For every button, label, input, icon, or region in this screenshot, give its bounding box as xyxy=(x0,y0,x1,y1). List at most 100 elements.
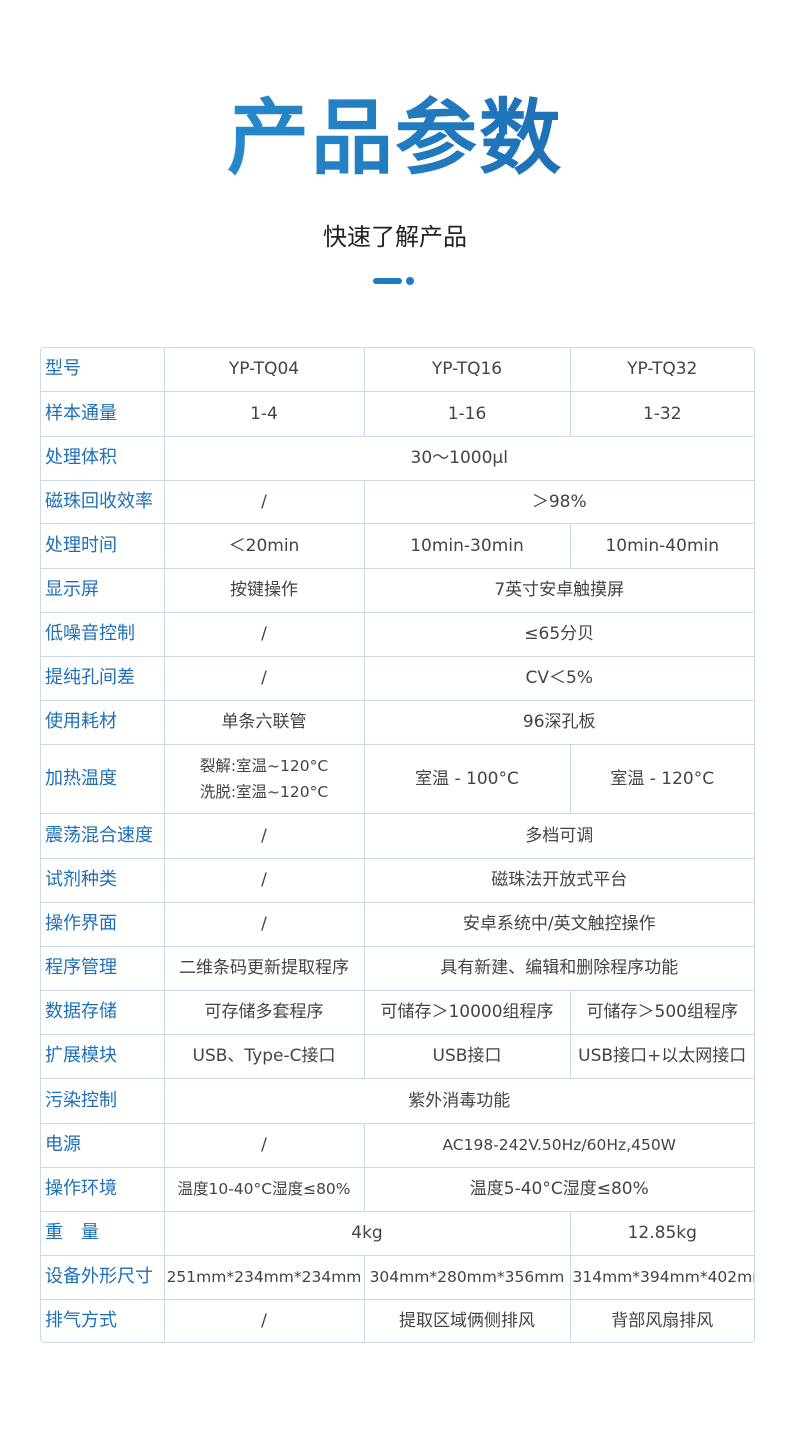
table-row: 排气方式 / 提取区域俩侧排风 背部风扇排风 xyxy=(41,1298,754,1342)
table-cell: 提取区域俩侧排风 xyxy=(363,1298,571,1342)
table-cell: / xyxy=(163,901,365,947)
table-cell: YP-TQ04 xyxy=(163,348,365,392)
table-cell: / xyxy=(163,611,365,657)
table-cell: 30～1000μl xyxy=(163,435,754,481)
spec-table: 型号 YP-TQ04 YP-TQ16 YP-TQ32 样本通量 1-4 1-16 1-32 处理… xyxy=(40,347,755,1343)
table-cell: 1-32 xyxy=(569,390,754,437)
table-cell: / xyxy=(163,479,365,524)
table-row: 磁珠回收效率 / ＞98% xyxy=(41,479,754,524)
table-row: 处理时间 ＜20min 10min-30min 10min-40min xyxy=(41,522,754,569)
row-label: 提纯孔间差 xyxy=(41,655,165,701)
row-label: 数据存储 xyxy=(41,989,165,1035)
row-label: 处理时间 xyxy=(41,522,165,569)
table-cell: YP-TQ16 xyxy=(363,348,571,392)
table-cell: 背部风扇排风 xyxy=(569,1298,754,1342)
table-row: 提纯孔间差 / CV＜5% xyxy=(41,655,754,701)
table-row: 样本通量 1-4 1-16 1-32 xyxy=(41,390,754,437)
table-cell: 10min-30min xyxy=(363,522,571,569)
row-label: 污染控制 xyxy=(41,1077,165,1124)
row-label: 操作环境 xyxy=(41,1166,165,1212)
row-label: 设备外形尺寸 xyxy=(41,1254,165,1300)
row-label: 操作界面 xyxy=(41,901,165,947)
table-cell: 按键操作 xyxy=(163,567,365,613)
table-cell: 多档可调 xyxy=(363,812,754,859)
table-cell: 具有新建、编辑和删除程序功能 xyxy=(363,945,754,991)
table-cell: 二维条码更新提取程序 xyxy=(163,945,365,991)
table-row: 低噪音控制 / ≤65分贝 xyxy=(41,611,754,657)
table-cell: 磁珠法开放式平台 xyxy=(363,857,754,903)
table-row: 处理体积 30～1000μl xyxy=(41,435,754,481)
table-cell: 304mm*280mm*356mm xyxy=(363,1254,571,1300)
table-cell: / xyxy=(163,857,365,903)
table-cell: 96深孔板 xyxy=(363,699,754,745)
table-cell: / xyxy=(163,1298,365,1342)
table-cell: 4kg xyxy=(163,1210,571,1256)
table-row: 设备外形尺寸 251mm*234mm*234mm 304mm*280mm*356mm… xyxy=(41,1254,754,1300)
table-cell: 室温 - 120°C xyxy=(569,743,754,814)
page-subtitle: 快速了解产品 xyxy=(323,223,467,251)
table-cell: ≤65分贝 xyxy=(363,611,754,657)
table-row: 重 量 4kg 12.85kg xyxy=(41,1210,754,1256)
table-cell: / xyxy=(163,655,365,701)
table-cell: 251mm*234mm*234mm xyxy=(163,1254,365,1300)
row-label: 处理体积 xyxy=(41,435,165,481)
table-cell: 裂解:室温~120°C 洗脱:室温~120°C xyxy=(163,743,365,814)
table-cell: 温度10-40°C湿度≤80% xyxy=(163,1166,365,1212)
table-cell: 314mm*394mm*402mm xyxy=(569,1254,754,1300)
page-title: 产品参数 xyxy=(0,88,790,188)
row-label: 样本通量 xyxy=(41,390,165,437)
table-cell: 可存储多套程序 xyxy=(163,989,365,1035)
row-label: 型号 xyxy=(41,348,165,392)
table-row: 数据存储 可存储多套程序 可储存＞10000组程序 可储存＞500组程序 xyxy=(41,989,754,1035)
row-label: 低噪音控制 xyxy=(41,611,165,657)
table-cell: 可储存＞10000组程序 xyxy=(363,989,571,1035)
table-row: 显示屏 按键操作 7英寸安卓触摸屏 xyxy=(41,567,754,613)
row-label: 磁珠回收效率 xyxy=(41,479,165,524)
table-row: 试剂种类 / 磁珠法开放式平台 xyxy=(41,857,754,903)
table-cell: USB接口+以太网接口 xyxy=(569,1033,754,1079)
table-cell: 安卓系统中/英文触控操作 xyxy=(363,901,754,947)
table-cell: 1-16 xyxy=(363,390,571,437)
spec-table-body: 型号 YP-TQ04 YP-TQ16 YP-TQ32 样本通量 1-4 1-16 1-32 处理… xyxy=(41,348,754,1342)
row-label: 排气方式 xyxy=(41,1298,165,1342)
table-row: 扩展模块 USB、Type-C接口 USB接口 USB接口+以太网接口 xyxy=(41,1033,754,1079)
table-row: 加热温度 裂解:室温~120°C 洗脱:室温~120°C 室温 - 100°C 室温 … xyxy=(41,743,754,814)
row-label: 试剂种类 xyxy=(41,857,165,903)
table-cell: USB、Type-C接口 xyxy=(163,1033,365,1079)
row-label: 显示屏 xyxy=(41,567,165,613)
table-cell: AC198-242V.50Hz/60Hz,450W xyxy=(363,1122,754,1168)
row-label: 重 量 xyxy=(41,1210,165,1256)
table-cell: / xyxy=(163,812,365,859)
table-row: 使用耗材 单条六联管 96深孔板 xyxy=(41,699,754,745)
table-cell: CV＜5% xyxy=(363,655,754,701)
table-cell: ＜20min xyxy=(163,522,365,569)
table-row: 型号 YP-TQ04 YP-TQ16 YP-TQ32 xyxy=(41,348,754,392)
table-row: 电源 / AC198-242V.50Hz/60Hz,450W xyxy=(41,1122,754,1168)
table-row: 震荡混合速度 / 多档可调 xyxy=(41,812,754,859)
table-cell: YP-TQ32 xyxy=(569,348,754,392)
table-cell: 10min-40min xyxy=(569,522,754,569)
table-cell: 7英寸安卓触摸屏 xyxy=(363,567,754,613)
table-row: 操作界面 / 安卓系统中/英文触控操作 xyxy=(41,901,754,947)
table-cell: 室温 - 100°C xyxy=(363,743,571,814)
decorative-dot xyxy=(406,277,414,285)
table-row: 污染控制 紫外消毒功能 xyxy=(41,1077,754,1124)
row-label: 扩展模块 xyxy=(41,1033,165,1079)
decorative-dash xyxy=(373,278,402,284)
table-row: 程序管理 二维条码更新提取程序 具有新建、编辑和删除程序功能 xyxy=(41,945,754,991)
row-label: 加热温度 xyxy=(41,743,165,814)
row-label: 程序管理 xyxy=(41,945,165,991)
table-cell: 紫外消毒功能 xyxy=(163,1077,754,1124)
table-cell: ＞98% xyxy=(363,479,754,524)
table-cell: USB接口 xyxy=(363,1033,571,1079)
table-cell: 1-4 xyxy=(163,390,365,437)
table-cell: 温度5-40°C湿度≤80% xyxy=(363,1166,754,1212)
table-cell: 12.85kg xyxy=(569,1210,754,1256)
table-cell: 可储存＞500组程序 xyxy=(569,989,754,1035)
row-label: 电源 xyxy=(41,1122,165,1168)
row-label: 震荡混合速度 xyxy=(41,812,165,859)
table-row: 操作环境 温度10-40°C湿度≤80% 温度5-40°C湿度≤80% xyxy=(41,1166,754,1212)
table-cell: / xyxy=(163,1122,365,1168)
table-cell: 单条六联管 xyxy=(163,699,365,745)
row-label: 使用耗材 xyxy=(41,699,165,745)
